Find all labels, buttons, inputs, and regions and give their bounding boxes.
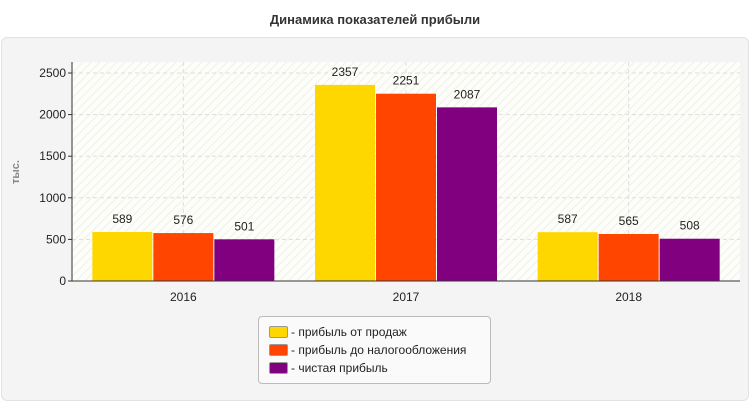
y-tick-label: 2000 <box>39 108 66 122</box>
y-tick-label: 1000 <box>39 191 66 205</box>
chart-title: Динамика показателей прибыли <box>269 12 481 27</box>
data-label: 589 <box>112 212 132 226</box>
data-label: 587 <box>558 212 578 226</box>
bar <box>214 239 275 281</box>
legend-item: - чистая прибыль <box>269 359 490 377</box>
bar <box>92 231 153 281</box>
data-label: 501 <box>234 219 254 233</box>
legend-item: - прибыль до налогообложения <box>269 341 490 359</box>
legend-swatch <box>269 362 288 374</box>
x-tick-label: 2016 <box>170 290 197 304</box>
legend-swatch <box>269 344 288 356</box>
legend: - прибыль от продаж - прибыль до налогооб… <box>258 316 491 384</box>
legend-item: - прибыль от продаж <box>269 323 490 341</box>
bar <box>376 93 436 281</box>
legend-label: - прибыль до налогообложения <box>291 343 467 357</box>
legend-label: - чистая прибыль <box>291 361 388 375</box>
bar <box>537 232 598 281</box>
y-tick-label: 1500 <box>39 149 66 163</box>
bar <box>598 233 659 281</box>
bar <box>153 233 214 281</box>
bar <box>437 107 497 281</box>
data-label: 508 <box>680 219 700 233</box>
data-label: 2251 <box>393 74 420 88</box>
data-label: 2357 <box>332 65 359 79</box>
x-tick-label: 2017 <box>393 290 420 304</box>
data-label: 565 <box>619 214 639 228</box>
bar <box>315 84 375 281</box>
y-tick-label: 2500 <box>39 66 66 80</box>
y-tick-label: 500 <box>46 232 66 246</box>
data-label: 2087 <box>454 87 481 101</box>
bar <box>659 238 720 281</box>
legend-swatch <box>269 326 288 338</box>
y-tick-label: 0 <box>59 274 66 288</box>
x-tick-label: 2018 <box>615 290 642 304</box>
y-axis-label: тыс. <box>10 160 22 184</box>
data-label: 576 <box>173 213 193 227</box>
legend-label: - прибыль от продаж <box>291 325 407 339</box>
